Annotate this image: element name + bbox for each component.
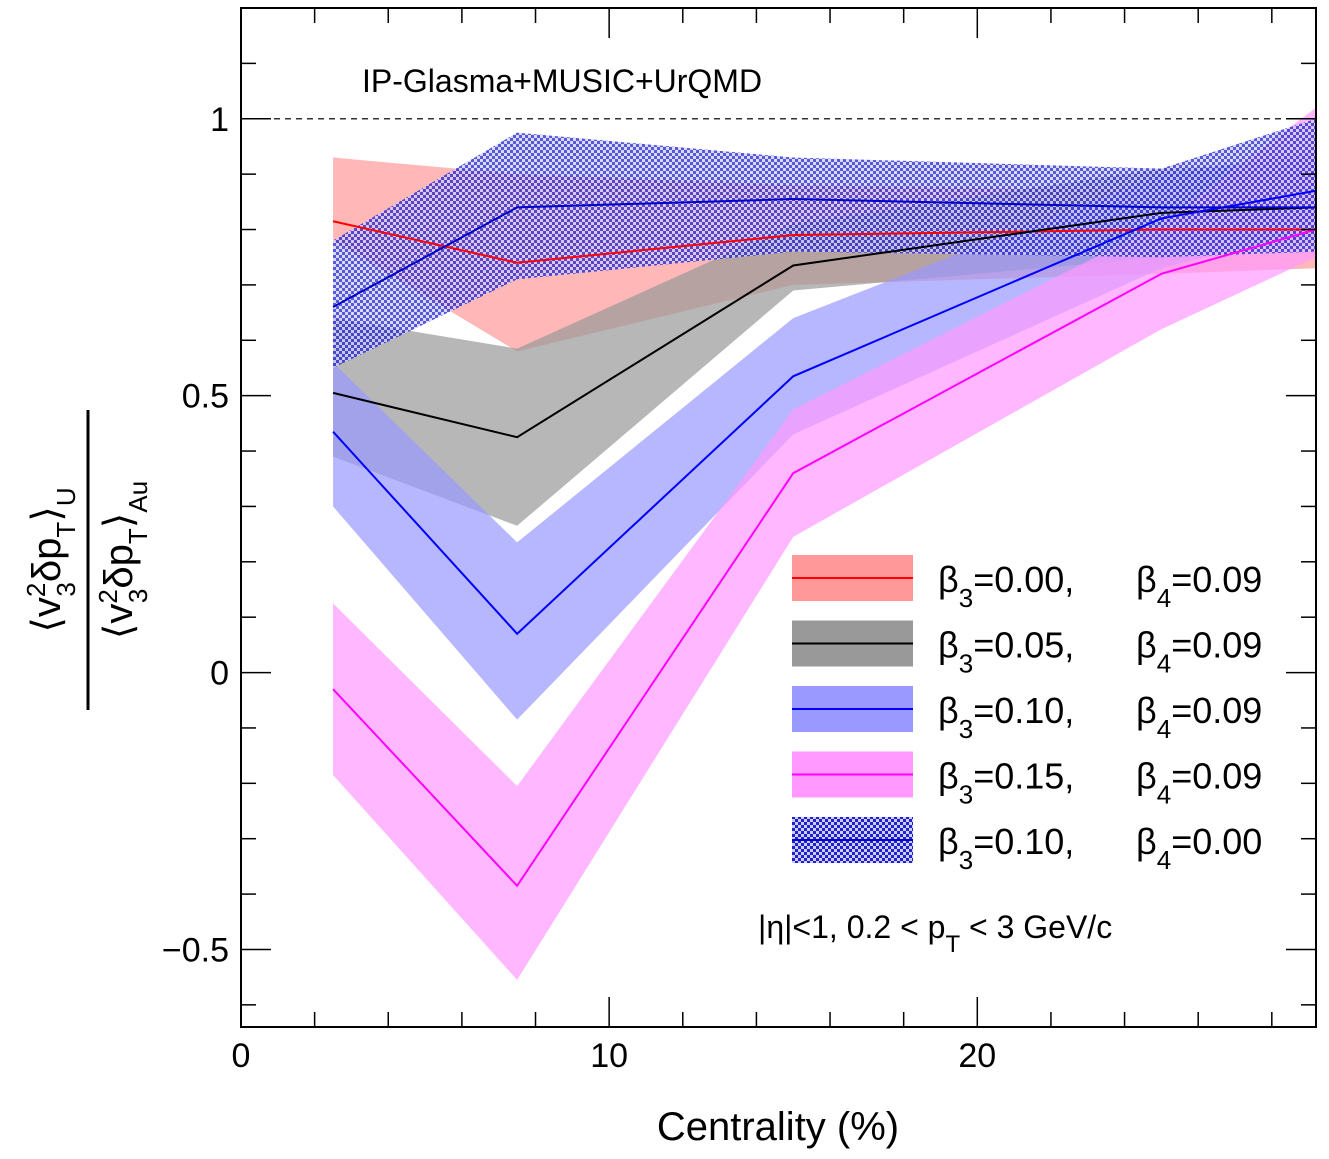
svg-text:⟨v23δpT⟩U: ⟨v23δpT⟩U <box>21 487 81 632</box>
series-lines <box>332 189 1317 888</box>
plot-frame <box>240 7 1317 1028</box>
legend-beta4: β4=0.09 <box>1136 690 1262 744</box>
legend-entry-2: β3=0.05, β4=0.09 <box>792 620 1262 679</box>
y-tick-label: 0 <box>210 655 229 693</box>
y-tick-label: 1 <box>210 101 229 139</box>
legend-beta4: β4=0.09 <box>1136 756 1262 810</box>
y-axis-title: ⟨v23δpT⟩U ⟨v23δpT⟩Au <box>21 410 153 710</box>
legend-entry-4: β3=0.15, β4=0.09 <box>792 751 1262 810</box>
legend-entry-1: β3=0.00, β4=0.09 <box>792 555 1262 613</box>
legend-beta3: β3=0.10, <box>938 690 1074 744</box>
axis-ticks <box>240 7 1316 1027</box>
legend-beta3: β3=0.15, <box>938 756 1074 810</box>
legend-beta4: β4=0.09 <box>1136 559 1262 613</box>
y-tick-label: 0.5 <box>182 378 229 416</box>
legend-beta3: β3=0.00, <box>938 559 1074 613</box>
legend-entry-3: β3=0.10, β4=0.09 <box>792 686 1262 744</box>
axis-tick-labels: 0 10 20 −0.5 0 0.5 1 <box>162 101 996 1075</box>
legend-beta4: β4=0.09 <box>1136 625 1262 679</box>
y-tick-label: −0.5 <box>162 931 229 969</box>
band-series-4 <box>333 107 1316 980</box>
legend: β3=0.00, β4=0.09 β3=0.05, β4=0.09 β3=0.10, β4… <box>792 555 1262 875</box>
x-axis-title: Centrality (%) <box>657 1105 899 1149</box>
legend-beta4: β4=0.00 <box>1136 821 1262 875</box>
legend-entry-5: β3=0.10, β4=0.00 <box>792 817 1262 875</box>
x-tick-label: 10 <box>590 1037 628 1075</box>
legend-beta3: β3=0.05, <box>938 625 1074 679</box>
x-tick-label: 20 <box>958 1037 996 1075</box>
legend-beta3: β3=0.10, <box>938 821 1074 875</box>
model-annotation: IP-Glasma+MUSIC+UrQMD <box>362 63 762 99</box>
cuts-annotation: |η|<1, 0.2 < pT < 3 GeV/c <box>758 909 1112 958</box>
svg-text:⟨v23δpT⟩Au: ⟨v23δpT⟩Au <box>93 481 153 639</box>
band-series-5 <box>333 118 1316 368</box>
x-tick-label: 0 <box>232 1037 251 1075</box>
